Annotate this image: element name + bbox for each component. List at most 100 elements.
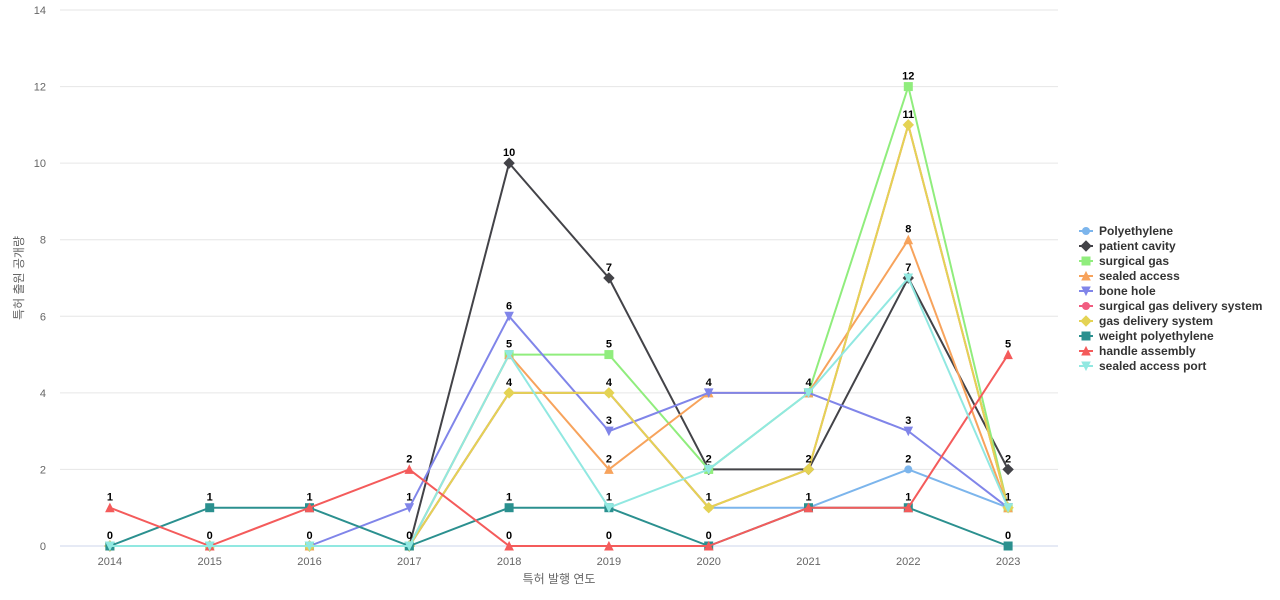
y-tick-label: 6 (40, 311, 46, 323)
legend-label: surgical gas delivery system (1099, 299, 1262, 313)
series-weight-polyethylene (105, 503, 1013, 551)
legend-item[interactable]: gas delivery system (1079, 314, 1213, 328)
data-point (1002, 463, 1014, 476)
data-label: 0 (107, 530, 113, 542)
data-point (604, 350, 614, 360)
legend-item[interactable]: surgical gas delivery system (1079, 299, 1262, 313)
legend-item[interactable]: patient cavity (1079, 239, 1176, 253)
data-point (703, 388, 714, 398)
data-label: 11 (902, 109, 914, 121)
y-tick-label: 10 (34, 158, 46, 170)
x-tick-label: 2018 (497, 556, 521, 568)
legend-label: sealed access port (1099, 359, 1206, 373)
data-point (404, 541, 415, 552)
legend-marker (1080, 240, 1092, 252)
data-label: 2 (706, 453, 712, 465)
data-label: 12 (902, 71, 914, 83)
legend-label: patient cavity (1099, 239, 1176, 253)
data-label: 1 (706, 492, 712, 504)
legend-marker (1082, 227, 1090, 235)
legend-marker (1081, 331, 1091, 341)
legend-item[interactable]: surgical gas (1079, 254, 1169, 268)
legend-item[interactable]: sealed access port (1079, 359, 1206, 373)
data-point (903, 234, 914, 245)
data-point (903, 273, 914, 284)
data-label: 1 (905, 492, 911, 504)
legend-item[interactable]: bone hole (1079, 284, 1156, 298)
y-tick-label: 2 (40, 464, 46, 476)
data-point (304, 502, 315, 513)
data-point (504, 311, 514, 322)
data-point (903, 82, 913, 92)
data-point (504, 503, 514, 513)
series-sealed-access-port (105, 273, 1013, 552)
data-label: 7 (905, 262, 911, 274)
legend-item[interactable]: weight polyethylene (1079, 329, 1214, 343)
data-label: 0 (207, 530, 213, 542)
data-label: 0 (506, 530, 512, 542)
x-tick-label: 2021 (796, 556, 820, 568)
data-label: 4 (805, 377, 812, 389)
legend-item[interactable]: Polyethylene (1079, 224, 1173, 238)
data-label: 1 (606, 492, 612, 504)
data-label: 5 (506, 339, 512, 351)
data-point (902, 119, 915, 131)
series-line (109, 354, 1009, 547)
y-tick-label: 14 (34, 5, 46, 17)
legend-marker (1081, 361, 1091, 372)
data-label: 10 (503, 147, 515, 159)
data-point (1003, 503, 1013, 513)
data-point (1003, 349, 1013, 360)
data-point (803, 388, 814, 398)
data-point (903, 426, 914, 437)
data-point (702, 502, 715, 514)
data-label: 2 (606, 453, 612, 465)
data-label: 0 (1005, 530, 1011, 542)
legend-item[interactable]: sealed access (1079, 269, 1180, 283)
x-tick-label: 2022 (896, 556, 920, 568)
series-line (109, 506, 1009, 547)
data-point (404, 464, 415, 474)
series-lines (104, 82, 1014, 552)
data-point (604, 540, 614, 551)
y-tick-label: 4 (40, 388, 46, 400)
data-point (204, 541, 215, 552)
data-label: 2 (905, 453, 911, 465)
data-point (703, 464, 714, 475)
data-label: 1 (306, 492, 312, 504)
data-point (603, 387, 615, 399)
data-point (604, 503, 614, 513)
legend-item[interactable]: handle assembly (1079, 344, 1196, 358)
data-point (904, 465, 913, 474)
data-point (703, 540, 714, 551)
data-label: 5 (606, 339, 612, 351)
y-tick-label: 0 (40, 541, 46, 553)
data-label: 1 (207, 492, 213, 504)
data-point (802, 463, 815, 476)
data-labels: 1010102101065410754321042104211211873215… (107, 71, 1011, 542)
data-label: 1 (406, 492, 412, 504)
legend-label: gas delivery system (1099, 314, 1213, 328)
legend-label: sealed access (1099, 269, 1180, 283)
data-label: 0 (706, 530, 712, 542)
data-label: 1 (1005, 492, 1011, 504)
data-point (503, 157, 515, 169)
data-point (504, 540, 514, 551)
data-point (1003, 541, 1013, 551)
data-point (205, 503, 215, 513)
x-tick-label: 2016 (297, 556, 321, 568)
data-label: 2 (406, 453, 412, 465)
data-point (903, 502, 914, 513)
legend-marker (1080, 315, 1092, 327)
data-label: 0 (406, 530, 412, 542)
data-point (504, 350, 514, 360)
y-tick-label: 12 (34, 82, 46, 94)
data-label: 0 (306, 530, 312, 542)
data-label: 1 (805, 492, 811, 504)
x-tick-label: 2015 (197, 556, 221, 568)
data-point (503, 387, 515, 399)
legend-marker (1082, 302, 1090, 310)
